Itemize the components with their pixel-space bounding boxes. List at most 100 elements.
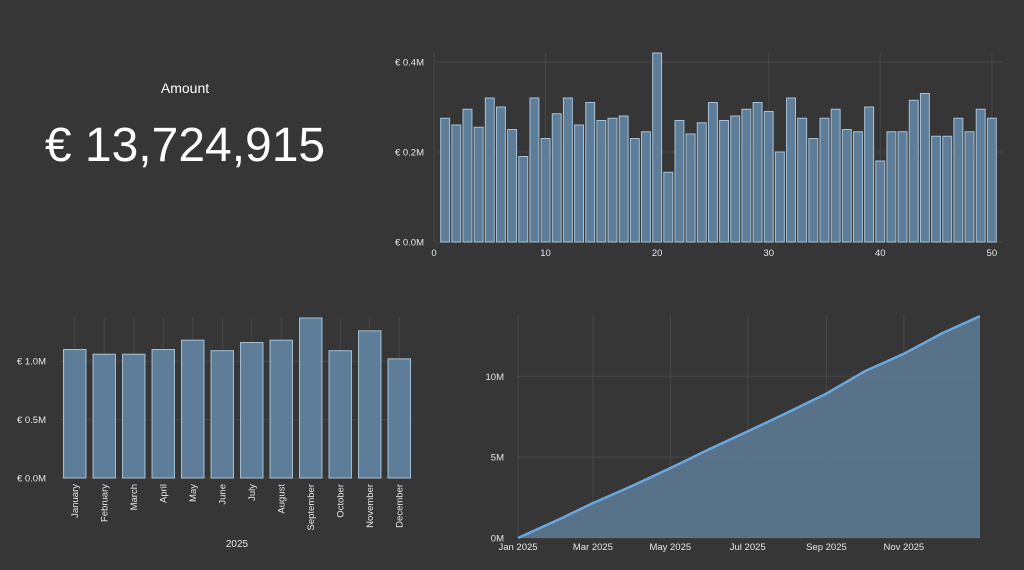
weekly-y-tick-label: € 0.2M — [395, 148, 424, 159]
cumulative-x-tick-label: Jul 2025 — [730, 542, 766, 553]
weekly-bar — [986, 117, 997, 243]
monthly-y-tick-label: € 0.5M — [17, 415, 46, 426]
monthly-x-tick-label: August — [276, 484, 287, 514]
weekly-bar — [451, 124, 462, 243]
weekly-bar — [685, 133, 696, 243]
weekly-bar — [652, 52, 663, 243]
monthly-x-tick-label: July — [247, 484, 258, 501]
monthly-x-tick-label: February — [99, 484, 110, 522]
cumulative-amount-area-chart: 0M 5M 10M Jan 2025 Mar 2025 May 2025 Jul 2025 S… — [486, 314, 981, 553]
monthly-bar — [328, 350, 352, 479]
weekly-bar — [841, 129, 852, 243]
monthly-x-tick-label: May — [188, 484, 199, 502]
monthly-x-tick-label: March — [129, 484, 140, 510]
weekly-bar — [864, 106, 875, 243]
weekly-bar — [953, 117, 964, 243]
weekly-bar — [919, 93, 930, 243]
weekly-bar — [942, 135, 953, 243]
monthly-bar — [240, 342, 264, 479]
weekly-bar — [462, 108, 473, 243]
weekly-bar — [897, 131, 908, 243]
weekly-bar — [473, 126, 484, 243]
monthly-bar — [387, 358, 411, 479]
weekly-x-tick-label: 0 — [431, 248, 436, 259]
weekly-bar — [585, 102, 596, 243]
weekly-bar — [719, 120, 730, 243]
weekly-bar — [819, 117, 830, 243]
weekly-bar — [752, 102, 763, 243]
weekly-x-tick-label: 20 — [652, 248, 663, 259]
weekly-bar — [886, 131, 897, 243]
weekly-bar — [797, 117, 808, 243]
weekly-bar — [507, 129, 518, 243]
weekly-amount-bar-chart: € 0.0M € 0.2M € 0.4M 0 10 20 30 40 50 — [395, 52, 1003, 259]
monthly-amount-bar-chart: € 0.0M € 0.5M € 1.0M January February March Ap… — [17, 317, 414, 550]
monthly-bar — [181, 339, 205, 479]
monthly-bar — [122, 353, 146, 479]
cumulative-y-tick-label: 10M — [486, 372, 505, 383]
weekly-y-tick-label: € 0.4M — [395, 58, 424, 69]
amount-kpi-value: € 13,724,915 — [44, 119, 326, 172]
cumulative-x-tick-label: Sep 2025 — [806, 542, 847, 553]
monthly-x-tick-label: June — [217, 484, 228, 505]
monthly-x-tick-label: January — [70, 484, 81, 518]
amount-kpi-label: Amount — [160, 80, 210, 96]
weekly-bar — [908, 99, 919, 243]
weekly-bar — [741, 108, 752, 243]
weekly-bar — [964, 131, 975, 243]
cumulative-y-tick-label: 5M — [491, 453, 504, 464]
monthly-x-axis-title: 2025 — [226, 539, 249, 550]
weekly-bar — [674, 120, 685, 243]
weekly-bar — [875, 160, 886, 243]
monthly-x-tick-label: December — [394, 484, 405, 528]
weekly-x-tick-label: 40 — [875, 248, 886, 259]
weekly-bar — [975, 108, 986, 243]
cumulative-x-tick-label: Nov 2025 — [884, 542, 925, 553]
weekly-bar — [696, 122, 707, 243]
monthly-x-tick-label: October — [335, 484, 346, 518]
weekly-bar — [529, 97, 540, 243]
monthly-x-tick-label: April — [158, 484, 169, 503]
weekly-bar — [808, 138, 819, 243]
weekly-x-tick-label: 50 — [987, 248, 998, 259]
cumulative-x-tick-label: Jan 2025 — [498, 542, 537, 553]
weekly-bar — [830, 108, 841, 243]
weekly-bar — [931, 135, 942, 243]
weekly-bar — [484, 97, 495, 243]
weekly-x-tick-label: 30 — [763, 248, 774, 259]
weekly-bar — [852, 131, 863, 243]
cumulative-x-tick-label: Mar 2025 — [573, 542, 613, 553]
weekly-bar — [774, 151, 785, 243]
monthly-bar — [151, 349, 175, 479]
weekly-bar — [618, 115, 629, 243]
monthly-y-tick-label: € 0.0M — [17, 474, 46, 485]
weekly-x-tick-label: 10 — [540, 248, 551, 259]
weekly-bar — [540, 138, 551, 243]
weekly-bar — [551, 113, 562, 243]
weekly-bar — [596, 120, 607, 243]
weekly-bar — [607, 117, 618, 243]
monthly-bar — [63, 349, 87, 479]
weekly-bar — [707, 102, 718, 243]
weekly-bar — [786, 97, 796, 243]
weekly-bar — [641, 131, 651, 243]
weekly-bar — [495, 106, 506, 243]
weekly-bar — [440, 117, 451, 243]
monthly-y-tick-label: € 1.0M — [17, 357, 46, 368]
monthly-bar — [358, 330, 382, 479]
monthly-bar — [299, 317, 323, 479]
cumulative-y-tick-label: 0M — [491, 534, 504, 545]
monthly-x-tick-label: September — [306, 484, 317, 530]
cumulative-x-tick-label: May 2025 — [649, 542, 691, 553]
amount-kpi-card: Amount € 13,724,915 — [0, 0, 370, 260]
weekly-bar — [562, 97, 573, 243]
weekly-bar — [574, 124, 585, 243]
weekly-bar — [629, 138, 640, 243]
weekly-bar — [763, 111, 774, 243]
monthly-x-tick-label: November — [365, 484, 376, 528]
weekly-bar — [663, 171, 674, 243]
weekly-bar — [730, 115, 741, 243]
weekly-bar — [518, 156, 529, 243]
weekly-y-tick-label: € 0.0M — [395, 238, 424, 249]
monthly-bar — [269, 339, 293, 479]
